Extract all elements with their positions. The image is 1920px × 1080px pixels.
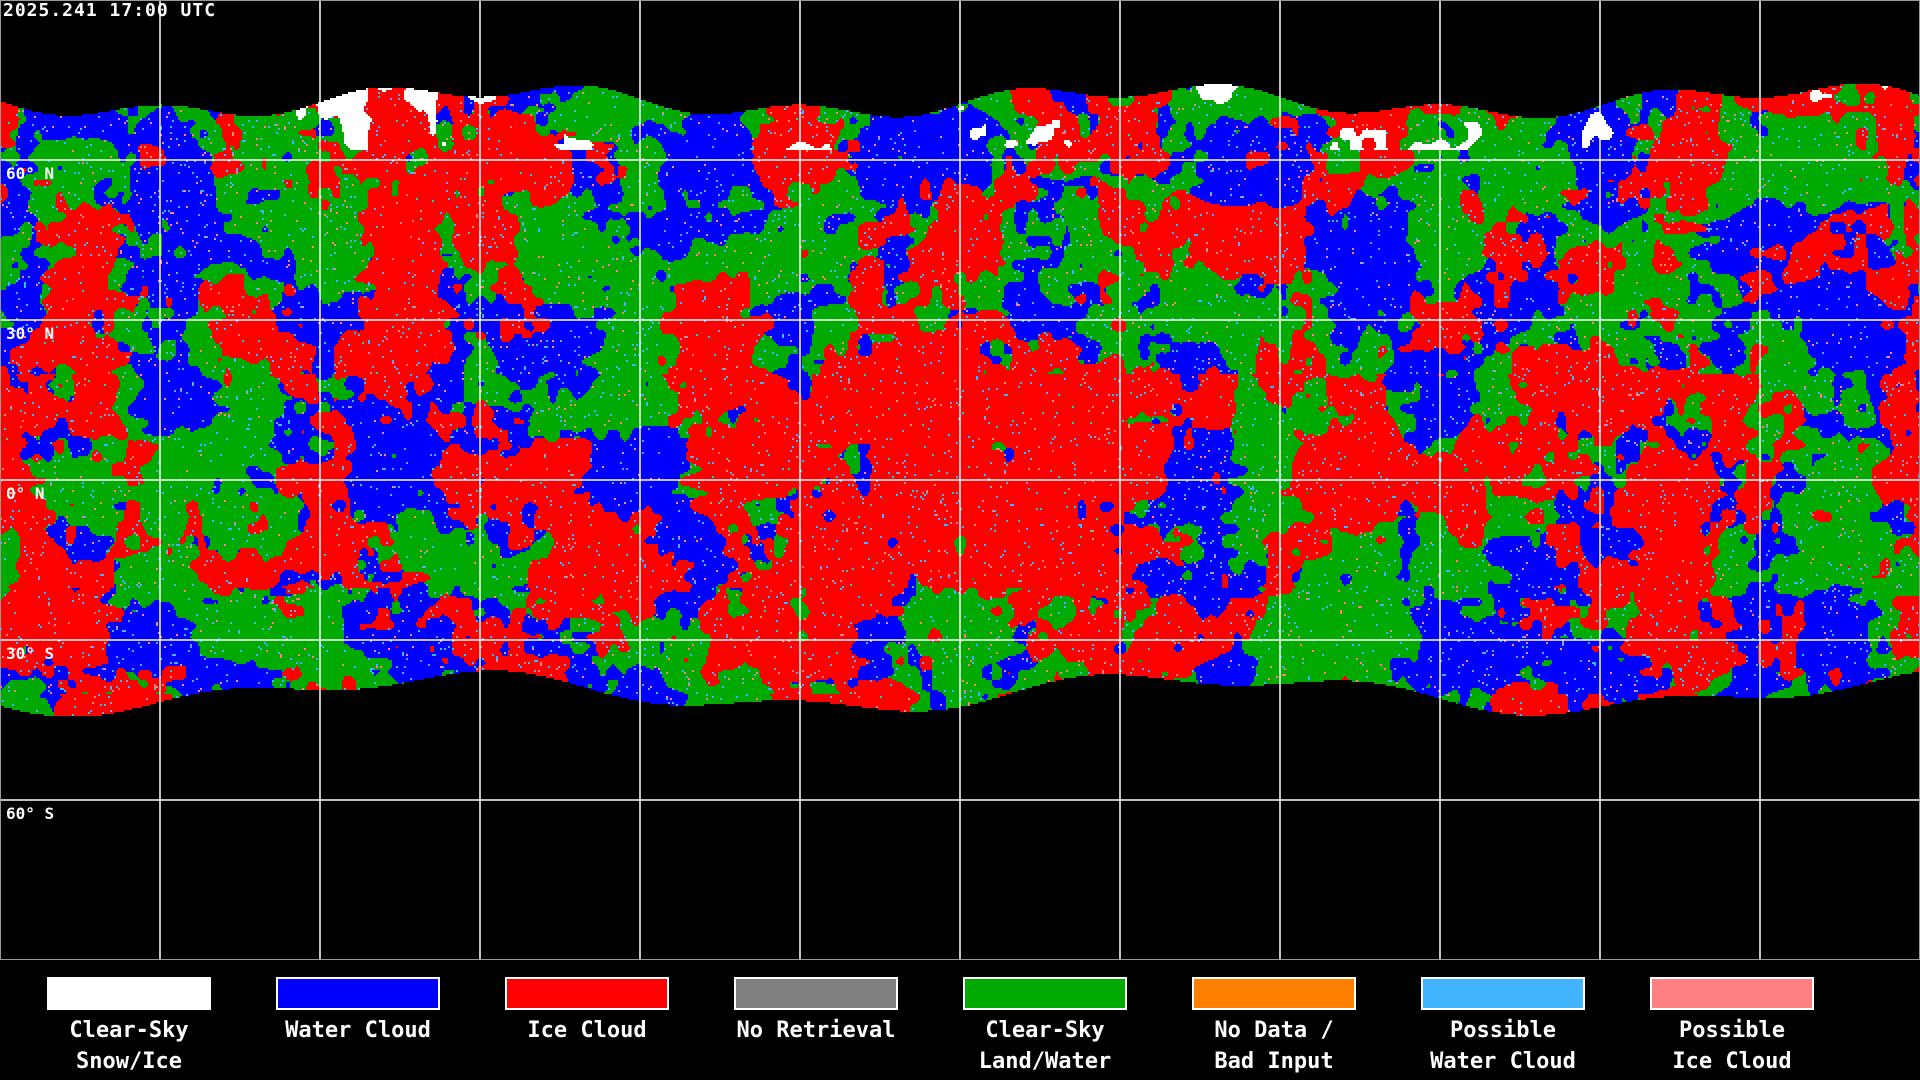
- legend-label: Clear-Sky Snow/Ice: [69, 1018, 189, 1074]
- lat-label-30n: 30° N: [6, 324, 55, 343]
- legend-item: Water Cloud: [276, 977, 440, 1046]
- lat-label-30s: 30° S: [6, 644, 55, 663]
- legend-item: Clear-Sky Snow/Ice: [47, 977, 211, 1077]
- legend-item: Possible Ice Cloud: [1650, 977, 1814, 1077]
- legend-item: No Retrieval: [734, 977, 898, 1046]
- legend-swatch: [1192, 977, 1356, 1010]
- lat-label-0n: 0° N: [6, 484, 45, 503]
- legend-swatch: [505, 977, 669, 1010]
- legend-label: Ice Cloud: [527, 1018, 647, 1043]
- legend-label: No Retrieval: [736, 1018, 896, 1043]
- legend-label: Water Cloud: [285, 1018, 431, 1043]
- lat-label-60s: 60° S: [6, 804, 55, 823]
- lat-label-60n: 60° N: [6, 164, 55, 183]
- cloud-phase-map: 2025.241 17:00 UTC 60° N 30° N 0° N 30° …: [0, 0, 1920, 960]
- legend-swatch: [47, 977, 211, 1010]
- legend-label: Possible Water Cloud: [1430, 1018, 1576, 1074]
- legend-swatch: [276, 977, 440, 1010]
- legend-item: Ice Cloud: [505, 977, 669, 1046]
- legend-item: No Data / Bad Input: [1192, 977, 1356, 1077]
- lat-lon-grid: [0, 0, 1920, 960]
- legend-swatch: [734, 977, 898, 1010]
- legend-label: Possible Ice Cloud: [1672, 1018, 1792, 1074]
- legend-swatch: [1650, 977, 1814, 1010]
- legend-item: Possible Water Cloud: [1421, 977, 1585, 1077]
- legend-item: Clear-Sky Land/Water: [963, 977, 1127, 1077]
- legend-swatch: [1421, 977, 1585, 1010]
- legend-label: Clear-Sky Land/Water: [978, 1018, 1112, 1074]
- legend-swatch: [963, 977, 1127, 1010]
- timestamp-label: 2025.241 17:00 UTC: [3, 0, 217, 21]
- legend-label: No Data / Bad Input: [1214, 1018, 1334, 1074]
